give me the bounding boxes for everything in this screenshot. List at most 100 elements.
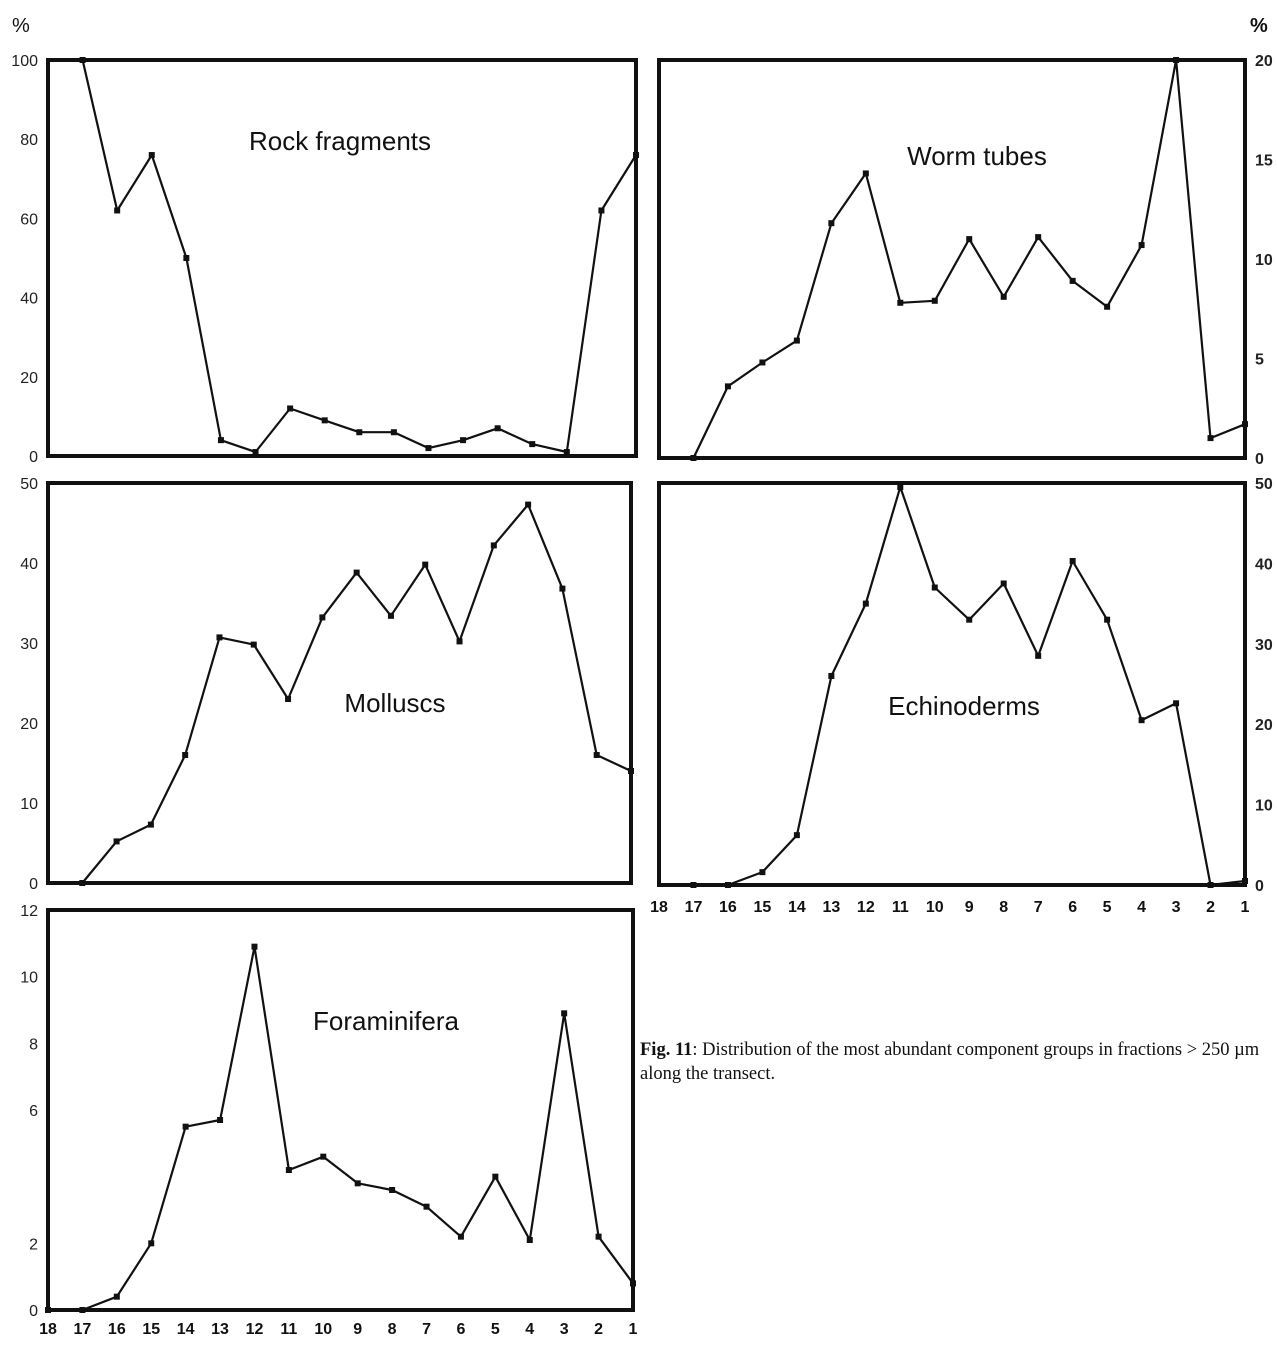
echinoderms-data-point (862, 600, 869, 607)
molluscs-data-point (628, 768, 634, 774)
worm-tubes-data-point (966, 236, 973, 243)
molluscs-data-point (353, 569, 360, 576)
echinoderms-xtick-label: 3 (1172, 899, 1181, 916)
echinoderms-xtick-label: 2 (1206, 899, 1215, 916)
molluscs-data-point (113, 838, 120, 845)
foraminifera-data-point (526, 1237, 533, 1243)
echinoderms-series-line (693, 485, 1246, 887)
molluscs-data-point (79, 880, 86, 886)
foraminifera-data-point (389, 1187, 396, 1193)
rock-fragments-data-point (356, 429, 363, 436)
rock-fragments-ytick-label: 20 (20, 370, 38, 387)
foraminifera-xtick-label: 14 (177, 1321, 195, 1338)
echinoderms-chart: 0 10 20 30 40 50 18 17 16 15 14 13 12 11 10 9 8 7 6 5 4 3 2 1 Ec… (650, 476, 1273, 916)
echinoderms-xtick-label: 10 (926, 899, 944, 916)
foraminifera-title: Foraminifera (313, 1006, 459, 1036)
molluscs-title: Molluscs (344, 688, 445, 718)
rock-fragments-data-point (563, 449, 570, 456)
rock-fragments-ytick-label: 0 (29, 449, 38, 466)
echinoderms-data-point (1000, 580, 1007, 587)
echinoderms-xtick-label: 11 (892, 899, 909, 916)
foraminifera-xtick-label: 18 (39, 1321, 57, 1338)
molluscs-ytick-label: 20 (20, 716, 38, 733)
rock-fragments-ytick-label: 60 (20, 211, 38, 228)
foraminifera-ytick-label: 6 (29, 1103, 38, 1120)
worm-tubes-data-point (793, 337, 800, 344)
foraminifera-data-point (630, 1280, 636, 1287)
echinoderms-data-point (966, 616, 973, 623)
echinoderms-ytick-label: 20 (1255, 717, 1273, 734)
figure-caption: Fig. 11: Distribution of the most abunda… (640, 1038, 1270, 1086)
rock-fragments-chart: 0 20 40 60 80 100 Rock fragments (11, 53, 639, 466)
molluscs-data-point (490, 542, 497, 549)
rock-fragments-series-line (81, 59, 637, 454)
foraminifera-data-point (251, 943, 258, 950)
echinoderms-xtick-label: 4 (1137, 899, 1146, 916)
worm-tubes-data-point (931, 297, 938, 304)
rock-fragments-title: Rock fragments (249, 126, 431, 156)
echinoderms-ytick-label: 30 (1255, 637, 1273, 654)
foraminifera-xtick-label: 2 (594, 1321, 603, 1338)
echinoderms-data-point (724, 882, 731, 888)
worm-tubes-data-point (1069, 277, 1076, 284)
foraminifera-xtick-label: 6 (456, 1321, 465, 1338)
molluscs-ytick-label: 40 (20, 556, 38, 573)
echinoderms-ytick-label: 0 (1255, 878, 1264, 895)
foraminifera-xtick-label: 11 (280, 1321, 297, 1338)
worm-tubes-data-point (828, 220, 835, 227)
molluscs-data-point (456, 638, 463, 645)
foraminifera-data-point (457, 1233, 464, 1240)
foraminifera-xtick-label: 5 (491, 1321, 500, 1338)
molluscs-data-point (525, 501, 532, 508)
foraminifera-xtick-label: 17 (74, 1321, 92, 1338)
echinoderms-xtick-label: 6 (1068, 899, 1077, 916)
echinoderms-data-point (828, 672, 835, 679)
worm-tubes-data-point (759, 359, 766, 366)
worm-tubes-data-point (897, 299, 904, 306)
molluscs-data-point (147, 821, 154, 828)
foraminifera-xtick-label: 12 (246, 1321, 264, 1338)
echinoderms-xtick-label: 1 (1241, 899, 1250, 916)
worm-tubes-title: Worm tubes (907, 141, 1047, 171)
worm-tubes-data-point (1000, 293, 1007, 300)
foraminifera-data-point (595, 1233, 602, 1240)
echinoderms-frame (657, 481, 1247, 887)
molluscs-data-point (559, 585, 566, 592)
caption-text: : Distribution of the most abundant comp… (640, 1040, 1260, 1084)
foraminifera-data-point (285, 1167, 292, 1173)
foraminifera-ytick-label: 10 (20, 970, 38, 987)
molluscs-ytick-label: 50 (20, 476, 38, 493)
rock-fragments-data-point (148, 152, 155, 159)
worm-tubes-ytick-label: 15 (1255, 153, 1273, 170)
worm-tubes-data-point (690, 455, 697, 461)
foraminifera-data-point (561, 1010, 568, 1017)
rock-fragments-data-point (390, 429, 397, 436)
worm-tubes-data-point (862, 170, 869, 177)
foraminifera-xtick-label: 9 (353, 1321, 362, 1338)
unit-left-label: % (12, 15, 30, 37)
molluscs-data-point (387, 612, 394, 619)
rock-fragments-data-point (494, 425, 501, 432)
echinoderms-title: Echinoderms (888, 691, 1040, 721)
foraminifera-data-point (217, 1117, 224, 1123)
worm-tubes-data-point (1173, 57, 1180, 63)
molluscs-frame (46, 481, 633, 885)
echinoderms-data-point (690, 882, 697, 888)
foraminifera-data-point (354, 1180, 361, 1187)
echinoderms-data-point (1069, 557, 1076, 564)
worm-tubes-ytick-label: 10 (1255, 252, 1273, 269)
worm-tubes-data-point (1104, 303, 1111, 310)
unit-right-label: % (1250, 15, 1268, 37)
rock-fragments-data-point (633, 152, 639, 159)
molluscs-data-point (319, 614, 326, 621)
worm-tubes-data-point (1242, 421, 1248, 428)
foraminifera-series-line (48, 945, 634, 1312)
foraminifera-xtick-label: 1 (629, 1321, 638, 1338)
foraminifera-xtick-label: 7 (422, 1321, 431, 1338)
rock-fragments-data-point (252, 449, 259, 456)
echinoderms-data-point (759, 869, 766, 876)
rock-fragments-data-point (460, 437, 467, 444)
echinoderms-data-point (1138, 717, 1145, 724)
echinoderms-data-point (1242, 877, 1248, 884)
